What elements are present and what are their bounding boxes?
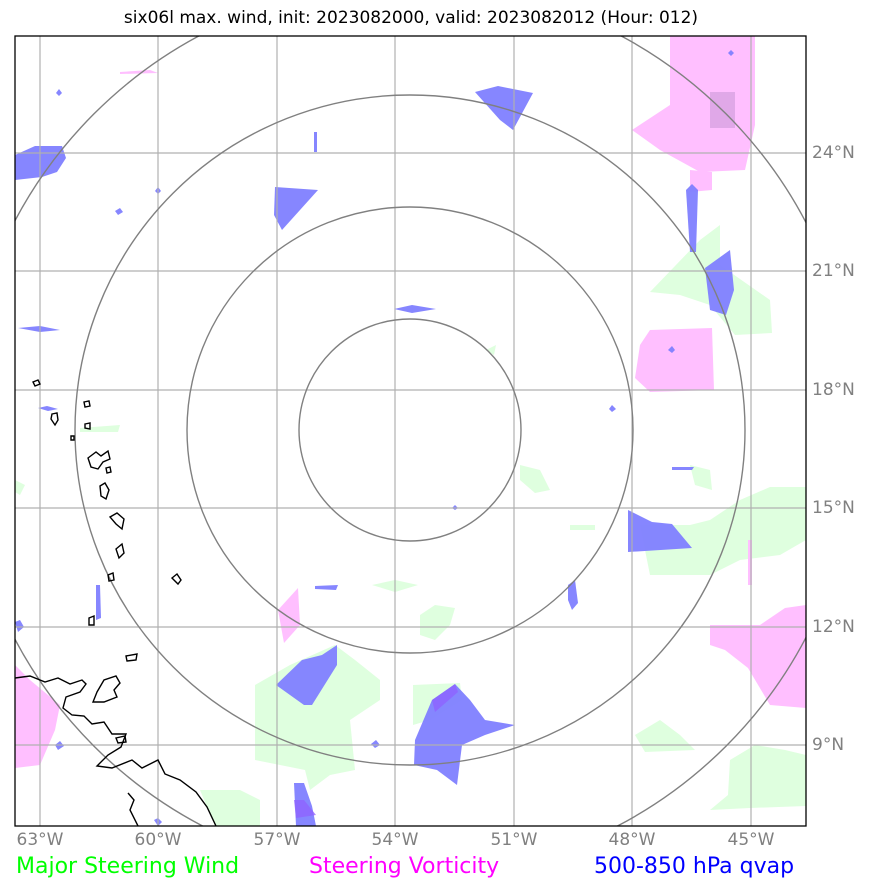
qvap-area [686, 184, 698, 252]
coastline-island [84, 422, 91, 430]
coastline-island [50, 412, 59, 427]
coastline-island [87, 449, 111, 470]
overlap-area [432, 684, 458, 712]
qvap-area [115, 208, 123, 215]
qvap-area [414, 684, 515, 785]
overlap-areas [294, 684, 458, 818]
range-rings [15, 36, 806, 826]
qvap-area [628, 510, 692, 552]
qvap-area [672, 467, 694, 470]
vorticity-area [710, 605, 806, 708]
map-title: six06l max. wind, init: 2023082000, vali… [123, 8, 699, 28]
qvap-area [276, 645, 337, 705]
lon-label: 54°W [371, 830, 419, 850]
legend-steering-vorticity: Steering Vorticity [309, 854, 500, 879]
wind-area [486, 345, 496, 355]
lat-label: 21°N [812, 261, 855, 281]
wind-area [640, 487, 806, 575]
range-ring [74, 94, 746, 766]
qvap-area [15, 620, 24, 632]
steering-vorticity-layer [15, 36, 806, 768]
range-ring [186, 206, 634, 654]
vorticity-area [15, 665, 60, 768]
qvap-area [609, 405, 616, 412]
qvap-area [668, 346, 675, 353]
wind-area [80, 425, 120, 432]
lon-label: 57°W [253, 830, 301, 850]
vorticity-area [635, 328, 714, 392]
legend-qvap: 500-850 hPa qvap [594, 854, 795, 879]
wind-area [710, 745, 806, 810]
coastline-island [108, 512, 125, 531]
lon-label: 63°W [16, 830, 64, 850]
lon-label: 60°W [134, 830, 182, 850]
qvap-area [394, 305, 436, 313]
coastline-lake [115, 735, 127, 744]
lat-label: 15°N [812, 498, 855, 518]
coastline-island [107, 572, 115, 582]
lat-label: 12°N [812, 617, 855, 637]
qvap-area [314, 132, 317, 152]
qvap-area [315, 585, 338, 590]
steering-wind-layer [15, 225, 806, 826]
coastline-island [99, 482, 110, 501]
qvap-area [371, 740, 380, 748]
wind-area [635, 720, 695, 752]
vorticity-area [690, 170, 712, 192]
coastline-island [115, 542, 125, 560]
coastline-island [91, 675, 121, 703]
lon-label: 51°W [490, 830, 538, 850]
legend-steering-wind: Major Steering Wind [16, 854, 240, 879]
lat-label: 9°N [812, 735, 845, 755]
wind-area [15, 480, 25, 495]
lon-label: 45°W [727, 830, 775, 850]
map-frame [14, 35, 807, 827]
coastline-island [170, 572, 182, 586]
coastline-island [32, 379, 41, 387]
overlap-area [294, 800, 316, 818]
qvap-area [18, 326, 60, 332]
qvap-area [96, 585, 101, 620]
coastline-island [70, 435, 75, 441]
coastline-island [88, 614, 95, 626]
lat-label: 24°N [812, 143, 855, 163]
coastline-mainland [15, 675, 217, 826]
wind-area [690, 465, 712, 490]
graticule [15, 36, 806, 826]
lat-label: 18°N [812, 380, 855, 400]
qvap-area [568, 580, 578, 610]
qvap-area [274, 187, 318, 230]
coastline-island [105, 466, 112, 474]
wind-area [520, 465, 550, 493]
lon-label: 48°W [608, 830, 656, 850]
coastline-mainland [127, 792, 139, 826]
wind-area [570, 525, 595, 530]
qvap-area [56, 89, 62, 96]
coastline-island [83, 400, 91, 408]
qvap-area [705, 250, 734, 315]
vorticity-area [632, 36, 755, 172]
vorticity-area [278, 588, 300, 643]
qvap-area [38, 406, 58, 411]
coastlines [15, 379, 217, 826]
coastline-island [125, 653, 138, 662]
qvap-area [728, 50, 734, 56]
wind-area [200, 790, 260, 826]
wind-area [420, 605, 455, 640]
vorticity-area [120, 70, 158, 74]
range-ring [298, 318, 522, 542]
map-background [15, 36, 806, 826]
